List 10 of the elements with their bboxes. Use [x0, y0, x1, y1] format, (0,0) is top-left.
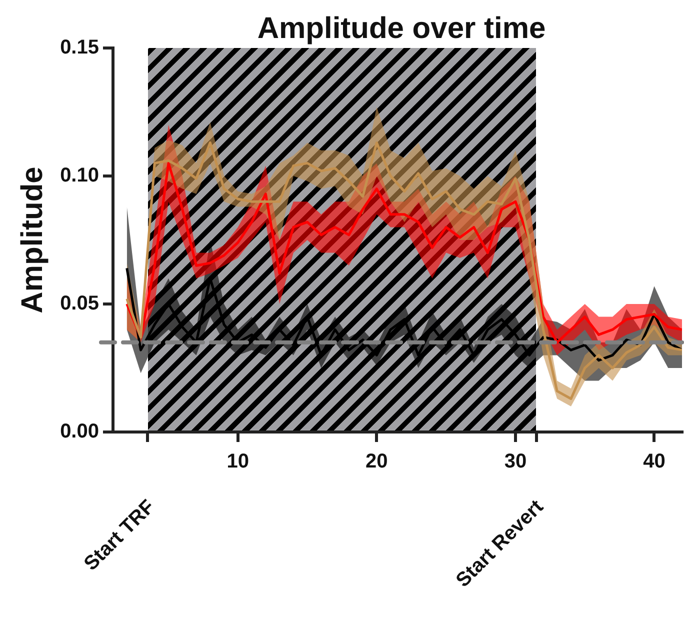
x-tick-label: 40	[643, 450, 666, 473]
y-tick-label: 0.15	[60, 36, 99, 59]
x-tick-label: 10	[226, 450, 250, 473]
y-tick-label: 0.05	[60, 292, 99, 315]
y-axis-title: Amplitude	[16, 166, 49, 314]
y-tick-label: 0.10	[60, 164, 99, 187]
x-tick-label: 20	[366, 450, 388, 473]
y-tick-label: 0.00	[60, 420, 99, 443]
x-tick-label: 30	[504, 450, 527, 473]
chart-title: Amplitude over time	[257, 12, 546, 45]
